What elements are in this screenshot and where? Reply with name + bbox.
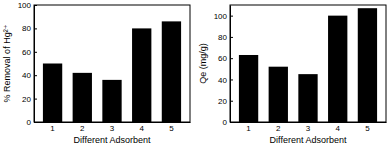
tick-label: 3 — [110, 124, 115, 133]
bar — [269, 67, 288, 122]
x-axis-title: Different Adsorbent — [74, 135, 151, 145]
tick-label: 1 — [246, 124, 251, 133]
tick: 60 — [22, 48, 37, 57]
tick: 40 — [218, 76, 233, 85]
bars — [239, 8, 377, 122]
bar — [239, 55, 258, 122]
tick: 5 — [169, 119, 174, 133]
bars — [43, 21, 181, 122]
bar — [162, 21, 181, 122]
y-axis-title: % Removal of Hg²⁺ — [2, 24, 12, 102]
chart-panel: 0 20 40 60 80 100 1 2 3 4 5 Different Adsorbent Qe (… — [198, 5, 387, 145]
tick-label: 100 — [18, 1, 32, 10]
tick-mark — [112, 119, 113, 122]
tick-mark — [52, 119, 53, 122]
tick: 2 — [276, 119, 281, 133]
tick-mark — [308, 119, 309, 122]
tick-mark — [34, 28, 37, 29]
bar — [43, 64, 62, 123]
bar — [358, 8, 377, 122]
tick: 60 — [218, 54, 233, 63]
axis-line — [230, 6, 231, 123]
tick: 3 — [110, 119, 115, 133]
bar — [328, 16, 347, 122]
plot-frame — [34, 5, 190, 122]
tick-label: 20 — [22, 95, 31, 104]
tick: 2 — [80, 119, 85, 133]
tick-label: 40 — [22, 71, 31, 80]
bar — [132, 28, 151, 122]
tick-label: 100 — [214, 12, 228, 21]
tick-label: 20 — [218, 97, 227, 106]
tick-label: 80 — [218, 33, 227, 42]
tick-label: 60 — [218, 54, 227, 63]
tick-label: 0 — [27, 118, 32, 127]
tick: 40 — [22, 71, 37, 80]
tick-mark — [230, 37, 233, 38]
tick: 1 — [50, 119, 55, 133]
y-axis: 0 20 40 60 80 100 — [214, 6, 233, 128]
tick-label: 40 — [218, 76, 227, 85]
tick-mark — [337, 119, 338, 122]
tick-mark — [248, 119, 249, 122]
tick-mark — [34, 5, 37, 6]
y-axis: 0 20 40 60 80 100 — [18, 1, 37, 127]
bar — [102, 80, 121, 122]
tick: 20 — [218, 97, 233, 106]
tick-label: 60 — [22, 48, 31, 57]
bar — [73, 73, 92, 122]
tick: 5 — [365, 119, 370, 133]
tick: 100 — [214, 12, 233, 21]
tick-mark — [230, 16, 233, 17]
tick-label: 5 — [365, 124, 370, 133]
tick-mark — [230, 79, 233, 80]
tick-mark — [278, 119, 279, 122]
tick: 4 — [335, 119, 340, 133]
tick-mark — [171, 119, 172, 122]
tick-mark — [34, 99, 37, 100]
bar — [298, 74, 317, 122]
tick-label: 4 — [139, 124, 144, 133]
x-axis-title: Different Adsorbent — [270, 135, 347, 145]
y-axis-title: Qe (mg/g) — [198, 43, 208, 84]
tick: 100 — [18, 1, 37, 10]
figure: 02040608010012345Different Adsorbent% Re… — [0, 0, 392, 147]
tick: 3 — [306, 119, 311, 133]
chart-panel: 0 20 40 60 80 100 1 2 3 4 5 Different Adsorbent % Re… — [2, 1, 191, 145]
tick-label: 0 — [223, 118, 228, 127]
tick-label: 3 — [306, 124, 311, 133]
tick-mark — [34, 52, 37, 53]
tick-mark — [230, 58, 233, 59]
x-axis: 1 2 3 4 5 — [35, 119, 191, 133]
tick-mark — [82, 119, 83, 122]
x-axis: 1 2 3 4 5 — [231, 119, 387, 133]
tick-label: 80 — [22, 24, 31, 33]
tick-mark — [34, 75, 37, 76]
tick-label: 1 — [50, 124, 55, 133]
tick-mark — [141, 119, 142, 122]
tick: 4 — [139, 119, 144, 133]
plot-frame — [230, 5, 386, 122]
axis-line — [34, 6, 35, 123]
tick-label: 4 — [335, 124, 340, 133]
tick-mark — [230, 101, 233, 102]
tick-label: 2 — [80, 124, 85, 133]
tick-mark — [367, 119, 368, 122]
tick-label: 2 — [276, 124, 281, 133]
tick: 80 — [218, 33, 233, 42]
tick: 80 — [22, 24, 37, 33]
tick: 20 — [22, 95, 37, 104]
tick: 1 — [246, 119, 251, 133]
tick-label: 5 — [169, 124, 174, 133]
